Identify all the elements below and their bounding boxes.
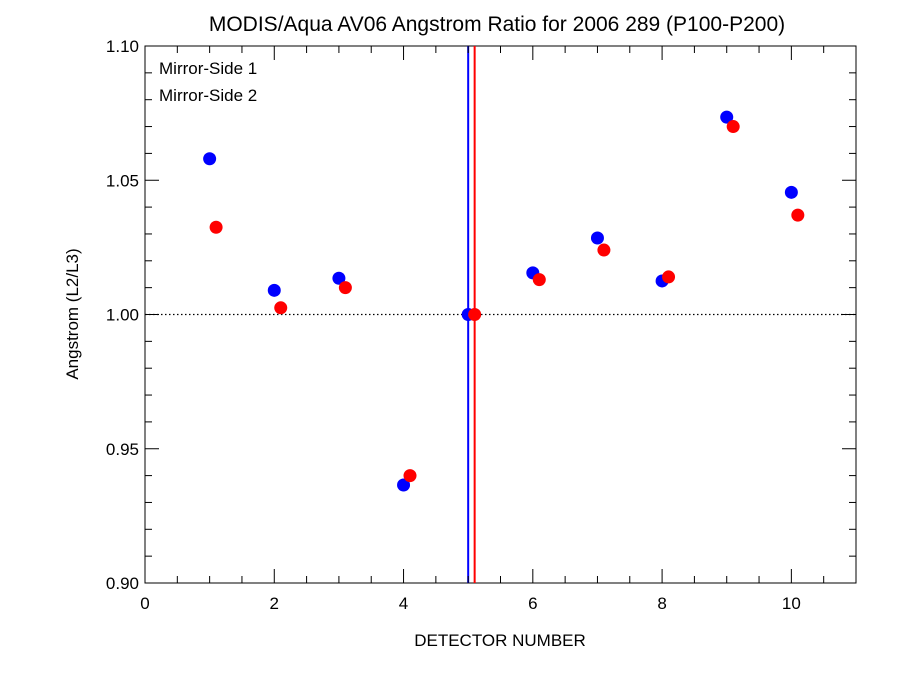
point-series-2 bbox=[403, 469, 417, 483]
y-tick-label: 1.10 bbox=[106, 37, 139, 56]
x-tick-label: 0 bbox=[140, 594, 149, 613]
point-series-2 bbox=[274, 301, 288, 315]
x-tick-label: 6 bbox=[528, 594, 537, 613]
point-series-2 bbox=[791, 208, 805, 222]
point-series-1 bbox=[397, 478, 411, 492]
x-tick-label: 8 bbox=[657, 594, 666, 613]
y-tick-label: 0.90 bbox=[106, 574, 139, 593]
y-axis-label: Angstrom (L2/L3) bbox=[63, 248, 82, 379]
x-tick-label: 2 bbox=[270, 594, 279, 613]
reference-lines bbox=[145, 46, 856, 583]
x-tick-labels: 0 2 4 6 8 10 bbox=[140, 594, 801, 613]
x-tick-label: 4 bbox=[399, 594, 408, 613]
legend-label-mirror-side-2: Mirror-Side 2 bbox=[159, 86, 257, 105]
point-series-2 bbox=[662, 270, 676, 284]
y-tick-label: 0.95 bbox=[106, 440, 139, 459]
point-series-2 bbox=[338, 281, 352, 295]
point-series-2 bbox=[726, 120, 740, 134]
point-series-1 bbox=[590, 231, 604, 245]
x-tick-label: 10 bbox=[782, 594, 801, 613]
legend: Mirror-Side 1 Mirror-Side 2 bbox=[159, 59, 257, 105]
point-series-1 bbox=[332, 271, 346, 285]
legend-label-mirror-side-1: Mirror-Side 1 bbox=[159, 59, 257, 78]
point-series-1 bbox=[267, 283, 281, 297]
point-series-1 bbox=[720, 110, 734, 124]
axis-ticks bbox=[144, 45, 856, 584]
point-series-2 bbox=[532, 273, 546, 287]
y-tick-label: 1.00 bbox=[106, 306, 139, 325]
point-series-1 bbox=[784, 185, 798, 199]
x-axis-label: DETECTOR NUMBER bbox=[414, 631, 586, 650]
y-tick-labels: 0.90 0.95 1.00 1.05 1.10 bbox=[106, 37, 139, 593]
plot-area bbox=[144, 45, 857, 584]
point-series-2 bbox=[468, 308, 482, 321]
point-series-2 bbox=[209, 220, 223, 234]
chart-title: MODIS/Aqua AV06 Angstrom Ratio for 2006 … bbox=[209, 13, 785, 36]
y-tick-label: 1.05 bbox=[106, 171, 139, 190]
point-series-2 bbox=[597, 243, 611, 257]
point-series-1 bbox=[203, 152, 217, 166]
data-points bbox=[203, 110, 805, 492]
